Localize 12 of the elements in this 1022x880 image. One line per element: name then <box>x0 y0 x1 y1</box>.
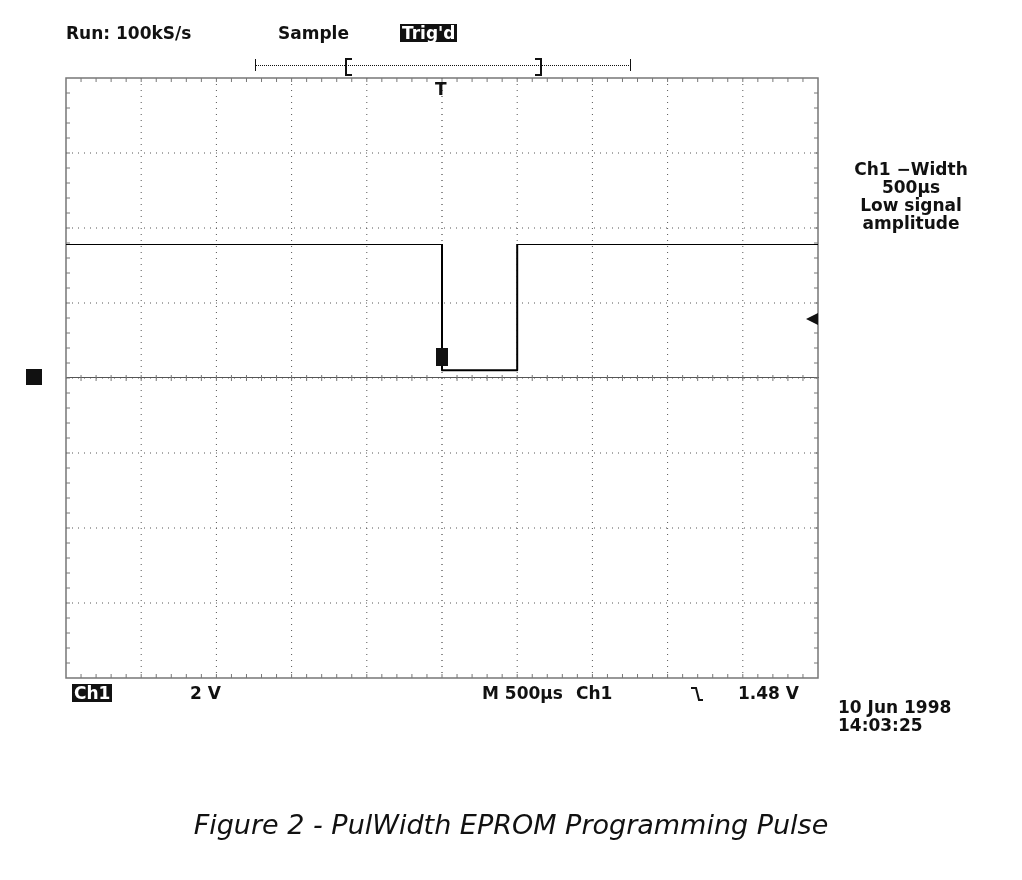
text: T <box>435 79 447 99</box>
text: 10 Jun 1998 14:03:25 <box>838 697 952 735</box>
text: 2 V <box>190 683 221 703</box>
caption: Figure 2 - PulWidth EPROM Programming Pulse <box>192 809 830 840</box>
text: Trig'd <box>400 23 458 43</box>
text: Ch1 −Width 500µs Low signal amplitude <box>853 159 969 233</box>
text: Ch1 <box>72 683 113 703</box>
text: M 500µs <box>482 683 563 703</box>
text: Run: 100kS/s <box>66 23 192 43</box>
text: Sample <box>278 23 349 43</box>
text: Ch1 <box>576 683 613 703</box>
text: 1.48 V <box>738 683 800 703</box>
